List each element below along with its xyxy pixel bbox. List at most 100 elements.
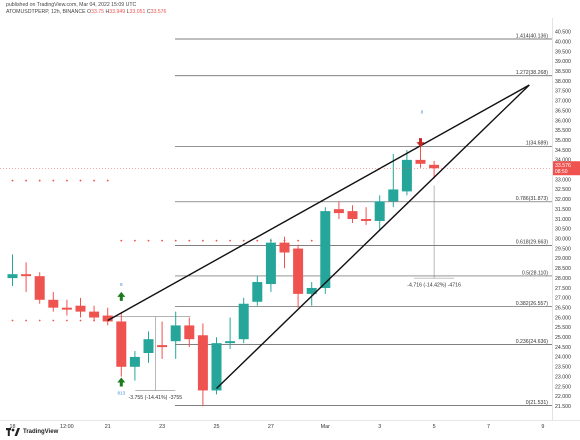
candle-body	[75, 305, 86, 312]
chart-header: published on TradingView.com, Mar 04, 20…	[6, 2, 166, 16]
y-tick-label: 30.500	[555, 227, 571, 233]
y-tick-label: 24.500	[555, 345, 571, 351]
indicator-dot	[256, 239, 259, 242]
y-tick-label: 37.000	[555, 99, 571, 105]
y-tick-label: 23.500	[555, 365, 571, 371]
tradingview-brand: TradingView	[23, 429, 59, 435]
published-note: published on TradingView.com, Mar 04, 20…	[6, 2, 137, 8]
indicator-dot	[188, 239, 191, 242]
indicator-dot	[229, 239, 232, 242]
y-tick-label: 32.500	[555, 187, 571, 193]
indicator-dot	[52, 319, 55, 322]
y-tick-label: 22.000	[555, 394, 571, 400]
fib-level-label: 0(21.531)	[526, 400, 548, 406]
fib-level-label: 0.236(24.636)	[516, 339, 549, 345]
ohlc-values: O33.75 H33.949 L33.051 C33.576	[87, 9, 166, 15]
current-price-value: 33.576	[555, 163, 571, 169]
x-tick-label: 12:00	[60, 424, 74, 430]
fib-level-label: 1.414(40.136)	[516, 33, 549, 39]
y-tick-label: 31.500	[555, 207, 571, 213]
candle-body	[89, 311, 100, 318]
candle-body	[347, 211, 358, 219]
candle-body	[7, 274, 18, 279]
indicator-dot	[310, 239, 313, 242]
candle-body	[252, 282, 263, 302]
indicator-dot	[25, 179, 27, 182]
x-tick-label: 9	[541, 424, 544, 430]
buy-signal-icon	[117, 291, 126, 301]
candle-body	[306, 287, 317, 294]
indicator-dot	[134, 239, 136, 242]
candle-body	[225, 341, 236, 344]
y-tick-label: 38.500	[555, 69, 571, 75]
indicator-dot	[297, 239, 299, 242]
y-tick-label: 29.500	[555, 246, 571, 252]
y-tick-label: 27.000	[555, 296, 571, 302]
y-tick-label: 29.000	[555, 256, 571, 262]
candle-body	[197, 335, 208, 391]
y-tick-label: 35.500	[555, 128, 571, 134]
y-tick-label: 26.500	[555, 305, 571, 311]
indicator-dot	[242, 239, 245, 242]
ohlc-close-label: C	[146, 9, 151, 15]
buy-signal-icon	[117, 377, 126, 387]
candle-body	[401, 159, 412, 192]
y-tick-label: 38.000	[555, 79, 571, 85]
indicator-dot	[11, 179, 14, 182]
candle-body	[170, 325, 181, 342]
measure-label: -4.716 (-14.42%) -4716	[407, 283, 461, 289]
candle-body	[34, 276, 45, 300]
indicator-dot	[79, 179, 82, 182]
candle-body	[361, 219, 372, 221]
ohlc-low: 33.051	[129, 9, 146, 15]
symbol-line: ATOMUSDTPERP, 12h, BINANCE O33.75 H33.94…	[6, 9, 166, 16]
candle-body	[61, 307, 72, 310]
indicator-dot	[25, 319, 27, 322]
x-tick-label: 7	[487, 424, 490, 430]
y-tick-label: 27.500	[555, 286, 571, 292]
y-tick-label: 37.500	[555, 89, 571, 95]
ohlc-open-label: O	[87, 9, 92, 15]
y-tick-label: 21.500	[555, 404, 571, 410]
y-tick-label: 24.000	[555, 355, 571, 361]
symbol-info: ATOMUSDTPERP, 12h, BINANCE	[6, 9, 86, 15]
y-tick-label: 39.000	[555, 59, 571, 65]
indicator-dot	[79, 319, 82, 322]
candle-body	[320, 211, 331, 288]
candle-body	[415, 159, 426, 164]
y-tick-label: 26.000	[555, 315, 571, 321]
sell-signal-icon	[416, 138, 425, 148]
fib-level-label: 0.5(28.110)	[522, 270, 548, 276]
ohlc-low-label: L	[126, 9, 130, 15]
x-tick-label: 3	[378, 424, 381, 430]
indicator-dot	[38, 179, 41, 182]
y-tick-label: 39.500	[555, 49, 571, 55]
candle-body	[129, 356, 140, 367]
y-tick-label: 25.000	[555, 335, 571, 341]
y-tick-label: 23.000	[555, 374, 571, 380]
candle-body	[102, 315, 113, 322]
candle-body	[388, 189, 399, 202]
y-tick-label: 40.500	[555, 30, 571, 36]
candle-body	[429, 164, 440, 169]
signal-label: 8	[421, 110, 424, 115]
indicator-dot	[66, 179, 68, 182]
candle-body	[48, 299, 59, 308]
y-tick-label: 36.000	[555, 118, 571, 124]
fib-level-label: 1(34.689)	[526, 141, 548, 147]
indicator-dot	[11, 319, 14, 322]
y-tick-label: 25.500	[555, 325, 571, 331]
candle-body	[184, 325, 195, 340]
indicator-dot	[93, 179, 95, 182]
x-tick-label: 23	[159, 424, 165, 430]
indicator-dot	[161, 239, 164, 242]
ohlc-close: 33.576	[150, 9, 167, 15]
tradingview-logo-icon	[6, 428, 20, 436]
fib-level-label: 0.786(31.873)	[516, 196, 549, 202]
candle-body	[157, 345, 168, 348]
candle-body	[21, 274, 32, 277]
indicator-dot	[106, 179, 109, 182]
indicator-dot	[52, 179, 55, 182]
indicator-dot	[215, 239, 218, 242]
